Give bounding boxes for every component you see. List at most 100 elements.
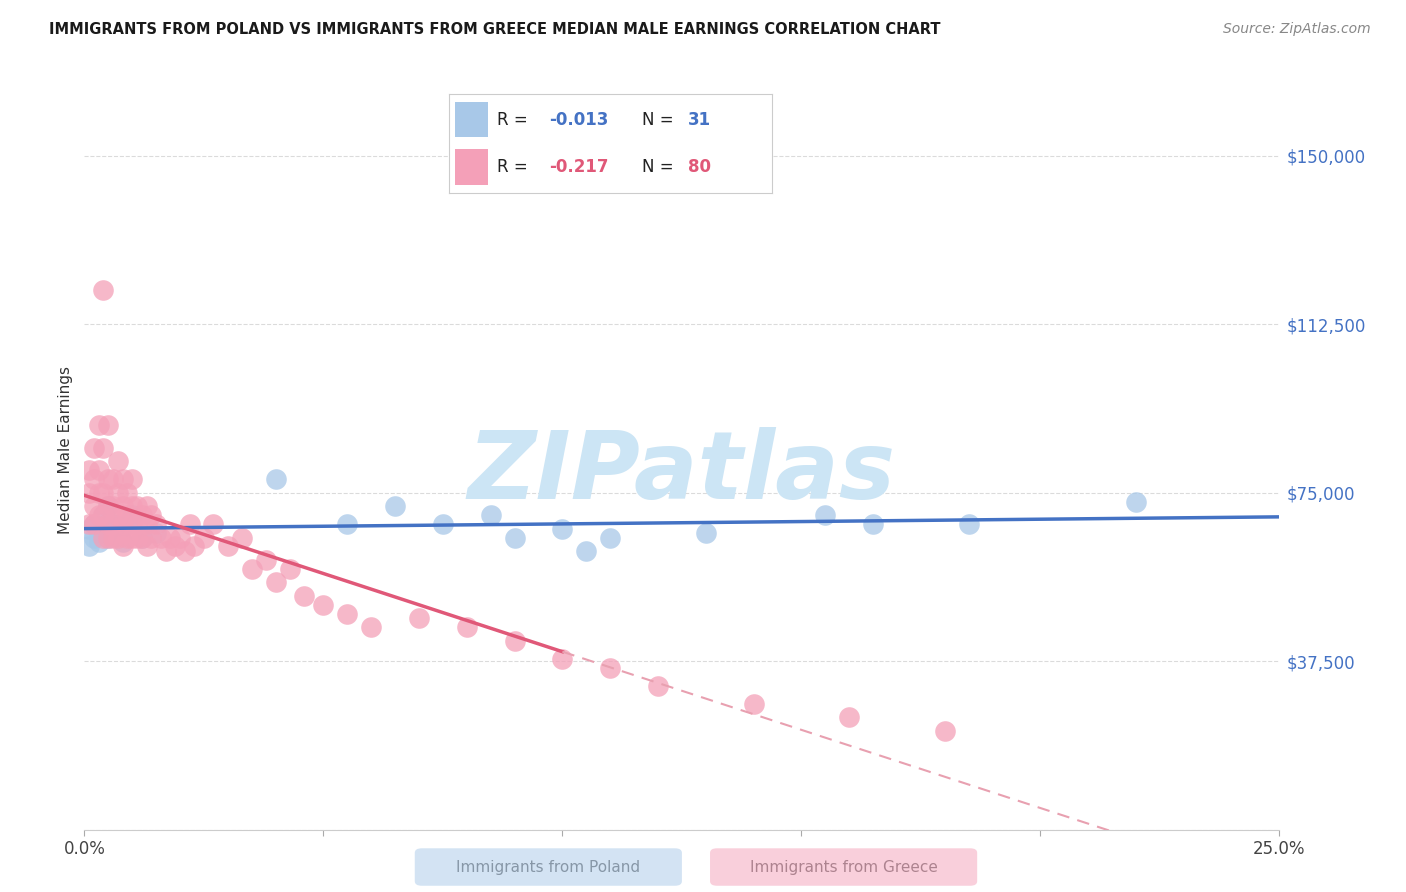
Point — [97, 418, 120, 433]
Point — [87, 418, 110, 433]
Point — [838, 710, 860, 724]
Point — [77, 485, 100, 500]
Point — [479, 508, 502, 522]
Point — [97, 531, 120, 545]
Point — [101, 531, 124, 545]
Point — [292, 589, 315, 603]
Point — [93, 441, 115, 455]
Point — [131, 508, 153, 522]
Point — [551, 522, 574, 536]
Point — [125, 516, 148, 531]
Point — [97, 499, 120, 513]
Point — [384, 499, 406, 513]
Point — [93, 522, 115, 536]
Point — [254, 553, 277, 567]
Text: Immigrants from Poland: Immigrants from Poland — [457, 860, 640, 874]
Point — [87, 535, 110, 549]
Point — [107, 508, 129, 522]
Point — [183, 540, 205, 554]
Point — [83, 531, 105, 545]
Point — [83, 516, 105, 531]
Point — [121, 499, 143, 513]
Point — [77, 522, 100, 536]
Point — [575, 544, 598, 558]
Point — [97, 531, 120, 545]
Point — [131, 531, 153, 545]
Point — [97, 472, 120, 486]
Point — [240, 562, 263, 576]
Point — [117, 531, 139, 545]
Point — [599, 531, 621, 545]
Point — [503, 633, 526, 648]
Text: Immigrants from Greece: Immigrants from Greece — [749, 860, 938, 874]
Point — [93, 508, 115, 522]
Point — [159, 531, 181, 545]
Point — [165, 540, 187, 554]
Point — [77, 463, 100, 477]
Point — [131, 531, 153, 545]
Point — [145, 516, 167, 531]
Point — [336, 607, 359, 621]
Point — [742, 697, 765, 711]
Point — [173, 544, 195, 558]
Point — [87, 526, 110, 541]
Point — [141, 508, 163, 522]
Point — [599, 661, 621, 675]
Point — [503, 531, 526, 545]
Point — [169, 531, 191, 545]
Point — [111, 499, 134, 513]
Point — [83, 499, 105, 513]
Point — [278, 562, 301, 576]
Point — [862, 516, 884, 531]
Point — [125, 531, 148, 545]
Point — [121, 516, 143, 531]
Point — [97, 516, 120, 531]
Point — [456, 620, 478, 634]
Point — [360, 620, 382, 634]
Point — [77, 540, 100, 554]
Point — [111, 516, 134, 531]
Point — [101, 499, 124, 513]
Point — [107, 531, 129, 545]
Point — [117, 508, 139, 522]
Text: IMMIGRANTS FROM POLAND VS IMMIGRANTS FROM GREECE MEDIAN MALE EARNINGS CORRELATIO: IMMIGRANTS FROM POLAND VS IMMIGRANTS FRO… — [49, 22, 941, 37]
Point — [93, 531, 115, 545]
Point — [647, 679, 669, 693]
Point — [934, 723, 956, 738]
Point — [179, 516, 201, 531]
Point — [111, 472, 134, 486]
Point — [1125, 494, 1147, 508]
Y-axis label: Median Male Earnings: Median Male Earnings — [58, 367, 73, 534]
Text: ZIPatlas: ZIPatlas — [468, 427, 896, 519]
Point — [93, 485, 115, 500]
Point — [117, 485, 139, 500]
Point — [312, 598, 335, 612]
Point — [83, 441, 105, 455]
Point — [87, 485, 110, 500]
Point — [107, 454, 129, 468]
Point — [336, 516, 359, 531]
Point — [135, 540, 157, 554]
Point — [111, 535, 134, 549]
Point — [202, 516, 225, 531]
Point — [97, 499, 120, 513]
Point — [217, 540, 239, 554]
Point — [957, 516, 980, 531]
Point — [111, 540, 134, 554]
Point — [141, 531, 163, 545]
Point — [155, 544, 177, 558]
Point — [83, 516, 105, 531]
Point — [135, 499, 157, 513]
Point — [93, 508, 115, 522]
Point — [149, 531, 172, 545]
Point — [101, 516, 124, 531]
Point — [93, 284, 115, 298]
Point — [101, 472, 124, 486]
Point — [87, 463, 110, 477]
Point — [695, 526, 717, 541]
Point — [135, 516, 157, 531]
Point — [264, 575, 287, 590]
Point — [121, 531, 143, 545]
Point — [101, 516, 124, 531]
Point — [432, 516, 454, 531]
